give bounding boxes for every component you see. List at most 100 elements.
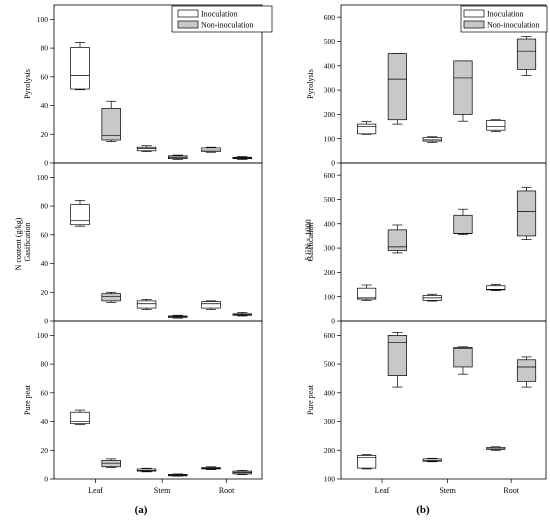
- box-iqr: [136, 146, 157, 152]
- box-iqr: [201, 301, 221, 309]
- y-tick-label: 60: [41, 388, 49, 397]
- box-iqr: [101, 293, 121, 302]
- x-tick-label: Stem: [439, 486, 456, 495]
- y-tick-label: 0: [331, 159, 335, 168]
- box-iqr: [453, 60, 473, 115]
- box-iqr: [422, 137, 442, 142]
- y-axis-label: Gasification: [306, 222, 315, 261]
- legend-label-inoculation: Inoculation: [201, 10, 237, 19]
- box-iqr: [357, 287, 377, 300]
- y-tick-label: 500: [324, 360, 336, 369]
- box-iqr: [70, 47, 90, 90]
- legend-label-inoculation: Inoculation: [487, 10, 523, 19]
- y-tick-label: 0: [44, 317, 48, 326]
- box-iqr: [101, 108, 121, 141]
- chart-b-pure-peat: 100 200 300 400 500 600 Pure peat Leaf Stem Root: [306, 320, 547, 495]
- box-iqr: [201, 147, 221, 152]
- box-iqr: [387, 53, 407, 121]
- plot-frame: [340, 320, 547, 480]
- y-tick-label: 100: [324, 134, 336, 143]
- box-iqr: [70, 411, 90, 425]
- y-tick-label: 100: [324, 292, 336, 301]
- y-axis-label: Pyrolysis: [23, 69, 32, 99]
- box-iqr: [136, 300, 157, 309]
- x-tick-label: Root: [219, 486, 235, 495]
- box-iqr: [136, 468, 157, 472]
- box-non-inoculation-root: [516, 356, 537, 388]
- box-iqr: [516, 359, 537, 382]
- box-non-inoculation-stem: [168, 314, 188, 319]
- y-tick-label: 20: [41, 130, 49, 139]
- box-non-inoculation-stem: [453, 208, 473, 236]
- legend-label-non-inoculation: Non-inoculation: [201, 21, 253, 30]
- box-non-inoculation-leaf: [387, 53, 407, 125]
- box-iqr: [101, 459, 121, 468]
- box-inoculation-stem: [136, 467, 157, 473]
- legend-swatch-inoculation: [463, 9, 485, 18]
- box-inoculation-stem: [422, 293, 442, 302]
- y-tick-label: 400: [324, 388, 336, 397]
- box-non-inoculation-leaf: [101, 458, 121, 468]
- y-tick-label: 100: [37, 15, 49, 24]
- box-inoculation-leaf: [70, 409, 90, 425]
- box-inoculation-root: [486, 284, 506, 291]
- box-inoculation-root: [486, 446, 506, 451]
- box-non-inoculation-leaf: [387, 224, 407, 254]
- y-tick-label: 40: [41, 417, 49, 426]
- plot-frame: [53, 162, 263, 322]
- box-inoculation-stem: [136, 299, 157, 310]
- y-tick-label: 600: [324, 331, 336, 340]
- box-inoculation-stem: [136, 145, 157, 152]
- box-inoculation-leaf: [70, 199, 90, 227]
- y-tick-label: 300: [324, 86, 336, 95]
- y-axis-label: Pure peat: [23, 384, 32, 415]
- y-tick-label: 600: [324, 171, 336, 180]
- box-iqr: [387, 229, 407, 251]
- box-non-inoculation-root: [516, 36, 537, 76]
- y-tick-label: 500: [324, 195, 336, 204]
- panel-label-b: (b): [416, 504, 430, 516]
- chart-b-pyrolysis: 0 100 200 300 400 500 600 Pyrolysis: [306, 4, 547, 168]
- y-tick-label: 300: [324, 417, 336, 426]
- box-iqr: [486, 285, 506, 291]
- y-tick-label: 80: [41, 360, 49, 369]
- y-tick-label: 60: [41, 230, 49, 239]
- box-iqr: [516, 38, 537, 70]
- box-inoculation-leaf: [357, 284, 377, 301]
- shared-ylabel-a: N content (g/kg): [14, 217, 23, 270]
- box-inoculation-root: [201, 146, 221, 153]
- y-tick-label: 80: [41, 202, 49, 211]
- box-non-inoculation-root: [232, 156, 252, 160]
- box-non-inoculation-root: [516, 186, 537, 240]
- box-non-inoculation-leaf: [101, 100, 121, 142]
- y-tick-label: 40: [41, 259, 49, 268]
- box-non-inoculation-stem: [453, 60, 473, 122]
- y-axis-label: Gasification: [23, 222, 32, 261]
- box-non-inoculation-stem: [453, 346, 473, 375]
- box-iqr: [357, 455, 377, 469]
- y-tick-label: 400: [324, 61, 336, 70]
- box-iqr: [357, 123, 377, 135]
- y-tick-label: 20: [41, 288, 49, 297]
- x-tick-label: Root: [503, 486, 519, 495]
- chart-a-gasification: 0 20 40 60 80 100 Gasification: [23, 162, 263, 326]
- box-inoculation-stem: [422, 136, 442, 143]
- box-non-inoculation-stem: [168, 473, 188, 477]
- y-tick-label: 200: [324, 110, 336, 119]
- chart-a-pyrolysis: 0 20 40 60 80 100 Pyrolysis: [23, 4, 263, 168]
- y-tick-label: 400: [324, 219, 336, 228]
- box-iqr: [387, 335, 407, 376]
- y-tick-label: 0: [44, 475, 48, 484]
- box-inoculation-leaf: [70, 41, 90, 91]
- y-tick-label: 300: [324, 244, 336, 253]
- charts-layer: 0 20 40 60 80 100 Pyrolysis 0 20 40 60 80 100 Gasific…: [23, 4, 547, 495]
- box-iqr: [516, 190, 537, 237]
- box-iqr: [453, 347, 473, 368]
- box-iqr: [453, 214, 473, 234]
- x-tick-label: Leaf: [88, 486, 103, 495]
- box-inoculation-root: [201, 300, 221, 310]
- y-tick-label: 40: [41, 101, 49, 110]
- chart-b-gasification: 0 100 200 300 400 500 600 Gasification: [306, 162, 547, 326]
- box-non-inoculation-leaf: [387, 332, 407, 388]
